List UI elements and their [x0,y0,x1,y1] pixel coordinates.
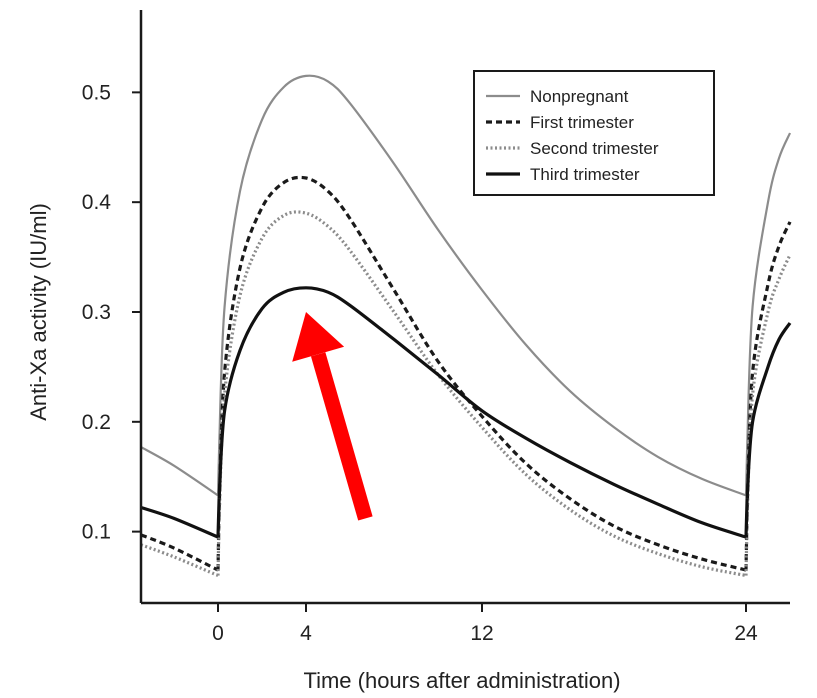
series-line-segment [745,221,792,510]
x-axis-title: Time (hours after administration) [303,668,620,693]
arrow-head [292,312,345,362]
y-tick-label: 0.3 [82,301,111,324]
series-line-segment [744,518,749,576]
y-tick-label: 0.4 [82,191,112,214]
red-arrow-annotation [292,312,373,521]
series-line-segment [140,533,219,572]
legend-label: Third trimester [530,165,640,184]
series-line-segment [218,74,747,497]
legend-label: Nonpregnant [530,87,629,106]
legend-label: First trimester [530,113,634,132]
y-tick-label: 0.1 [82,521,111,544]
series-line-segment [217,175,747,572]
x-tick-label: 12 [470,622,493,645]
legend: Nonpregnant First trimester Second trimest… [473,70,715,196]
x-tick-label: 24 [734,622,758,645]
series-line-segment [140,505,219,539]
series-line-segment [746,132,792,450]
axes [132,10,790,612]
arrow-shaft [310,352,373,521]
x-tick-label: 0 [212,622,224,645]
y-axis-title: Anti-Xa activity (IU/ml) [26,203,51,421]
x-tick-label: 4 [300,622,312,645]
series-third-trimester [140,286,792,539]
annotations [292,312,373,521]
series-line-segment [216,498,221,538]
series-line-segment [140,446,219,497]
legend-label: Second trimester [530,139,659,158]
series-first-trimester [140,175,792,572]
series-lines [140,74,792,578]
series-line-segment [216,518,221,576]
series-line-segment [217,286,747,539]
series-line-segment [744,498,749,538]
series-line-segment [217,210,747,578]
legend-items: Nonpregnant First trimester Second trimest… [486,87,659,184]
y-tick-label: 0.5 [82,81,111,104]
series-line-segment [745,322,792,499]
y-tick-label: 0.2 [82,411,111,434]
tick-labels: 0.1 0.2 0.3 0.4 0.5 0 4 12 24 [82,81,758,645]
